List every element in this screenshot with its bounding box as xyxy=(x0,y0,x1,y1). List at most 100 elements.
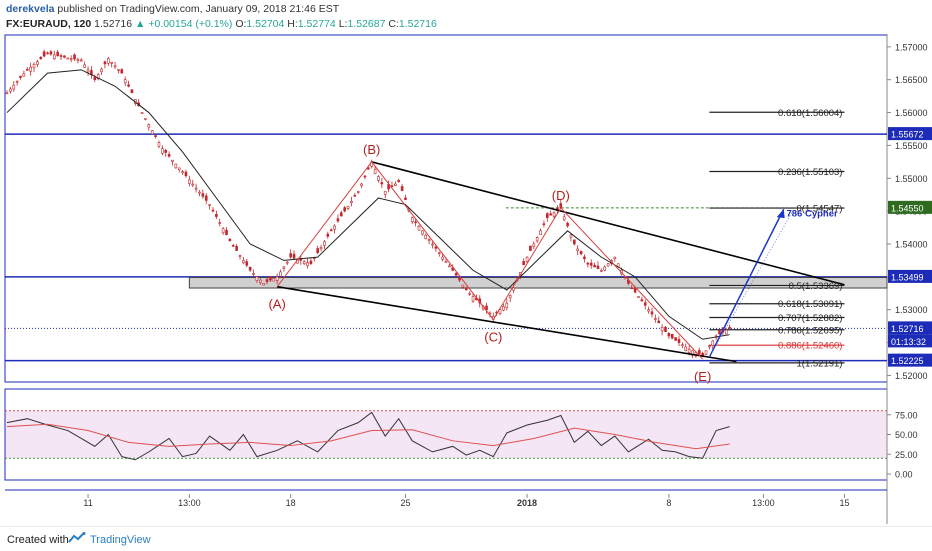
candle-body xyxy=(157,142,161,147)
wave-label: (D) xyxy=(552,188,570,203)
candle-body xyxy=(333,225,336,230)
candle-body xyxy=(363,175,367,178)
candle-body xyxy=(225,229,228,235)
candle-body xyxy=(448,265,451,268)
candle-body xyxy=(272,278,276,282)
author-name[interactable]: derekvela xyxy=(6,3,55,15)
candle-body xyxy=(421,230,424,235)
rsi-line xyxy=(6,411,730,461)
candle-body xyxy=(46,52,49,55)
candle-body xyxy=(360,183,363,187)
candle-body xyxy=(292,253,296,259)
candle-body xyxy=(326,233,330,237)
chart-svg[interactable]: 1.57000 1.56500 1.56000 1.55500 1.55000 1.545… xyxy=(0,34,932,526)
grey-zone-box xyxy=(188,277,888,289)
candle-body xyxy=(93,77,97,80)
price-axis-label: 1.56000 xyxy=(895,108,928,118)
candle-body xyxy=(573,239,576,245)
candle-body xyxy=(437,252,441,255)
candle-body xyxy=(502,306,505,311)
time-axis-label: 8 xyxy=(666,498,671,508)
fib-level-label: 0.618(1.53091) xyxy=(778,299,842,310)
candle-body xyxy=(576,248,580,251)
candle-body xyxy=(724,329,728,335)
wave-bc-line xyxy=(371,161,494,320)
candle-body xyxy=(59,55,63,57)
candle-body xyxy=(32,64,36,69)
candle-body xyxy=(529,245,532,251)
time-axis-label: 25 xyxy=(400,498,410,508)
candle-body xyxy=(647,309,650,312)
candle-body xyxy=(96,74,100,80)
rsi-axis-label: 50.00 xyxy=(895,430,918,440)
candle-body xyxy=(373,168,377,175)
candle-body xyxy=(380,182,384,185)
candle-body xyxy=(346,205,350,209)
candle-body xyxy=(5,92,9,95)
candle-body xyxy=(86,69,90,73)
tradingview-brand[interactable]: TradingView xyxy=(90,534,151,546)
candle-body xyxy=(512,287,515,291)
candle-body xyxy=(154,135,157,137)
candle-body xyxy=(400,186,404,191)
candle-body xyxy=(667,333,671,337)
fib-level-label: 0.886(1.52460) xyxy=(778,341,842,352)
candle-body xyxy=(100,68,103,73)
candle-body xyxy=(245,261,249,266)
candle-body xyxy=(593,264,596,268)
candle-body xyxy=(704,350,708,355)
candle-body xyxy=(424,234,428,240)
candle-body xyxy=(188,179,191,184)
candle-body xyxy=(603,266,607,271)
fib-level-label: 0(1.54547) xyxy=(797,204,843,215)
candle-body xyxy=(323,241,326,246)
time-axis-label: 13:00 xyxy=(178,498,201,508)
candle-body xyxy=(532,243,536,247)
candle-body xyxy=(76,59,80,61)
candle-body xyxy=(147,124,151,128)
candle-body xyxy=(201,193,205,197)
candle-body xyxy=(350,200,353,203)
candle-body xyxy=(42,51,46,57)
d-level-price-tag-bg xyxy=(888,200,932,214)
fib-level-label: 0.618(1.56004) xyxy=(778,108,842,119)
candle-body xyxy=(434,246,438,249)
candle-body xyxy=(255,276,259,281)
wave-label: (E) xyxy=(694,369,711,384)
candle-body xyxy=(441,256,444,260)
candle-body xyxy=(22,73,26,77)
symbol-label[interactable]: FX:EURAUD, 120 xyxy=(6,18,92,30)
candle-body xyxy=(566,222,569,227)
candle-body xyxy=(464,287,468,291)
candle-body xyxy=(711,340,715,346)
rsi-ma-line xyxy=(6,423,730,450)
candle-body xyxy=(329,229,333,232)
candle-body xyxy=(431,243,434,246)
candle-body xyxy=(19,75,22,78)
candle-body xyxy=(637,296,640,298)
candle-body xyxy=(184,171,188,177)
candle-body xyxy=(410,217,414,223)
candle-body xyxy=(353,194,357,197)
candle-body xyxy=(404,197,407,200)
candle-body xyxy=(191,183,195,186)
candle-body xyxy=(113,65,117,68)
candle-body xyxy=(262,283,265,286)
price-axis-label: 1.55000 xyxy=(895,174,928,184)
candle-body xyxy=(181,171,184,173)
upper-blue-price-tag: 1.55672 xyxy=(891,130,924,140)
candle-body xyxy=(343,207,346,212)
candle-body xyxy=(171,159,174,162)
candle-body xyxy=(15,81,19,83)
channel-line-1 xyxy=(277,285,737,363)
candle-body xyxy=(275,276,279,281)
candle-body xyxy=(718,330,721,335)
mid-blue-price-tag-bg xyxy=(888,269,932,283)
candle-body xyxy=(63,55,66,58)
candle-body xyxy=(691,350,694,356)
price-axis-label: 1.52000 xyxy=(895,371,928,381)
candle-body xyxy=(728,327,731,329)
candle-body xyxy=(194,187,198,190)
candle-body xyxy=(697,350,701,355)
price-axis-label: 1.54000 xyxy=(895,239,928,249)
